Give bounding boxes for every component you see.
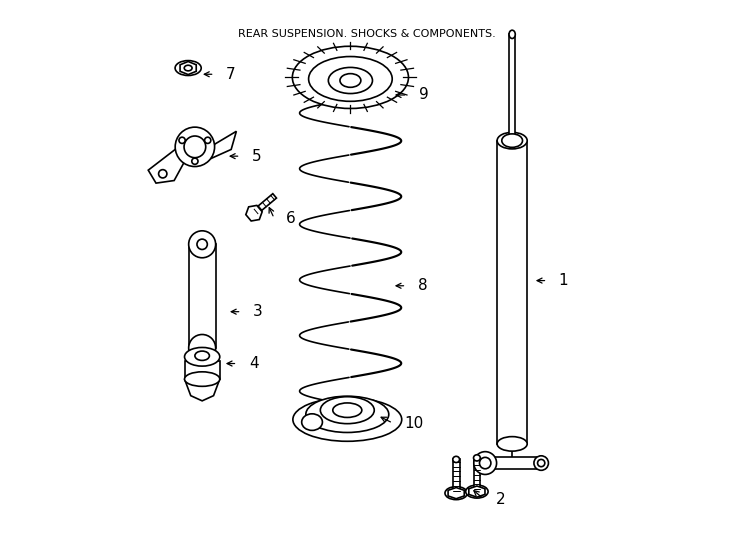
Bar — [497, 140, 527, 444]
Ellipse shape — [175, 60, 201, 76]
Circle shape — [479, 457, 491, 469]
Text: REAR SUSPENSION. SHOCKS & COMPONENTS.: REAR SUSPENSION. SHOCKS & COMPONENTS. — [238, 29, 496, 39]
Polygon shape — [469, 486, 485, 497]
Circle shape — [197, 239, 207, 249]
Ellipse shape — [189, 334, 216, 361]
Circle shape — [175, 127, 214, 166]
Text: 1: 1 — [559, 273, 568, 288]
Circle shape — [192, 158, 198, 164]
Bar — [473, 458, 480, 491]
Polygon shape — [252, 194, 277, 215]
Ellipse shape — [509, 30, 515, 38]
Circle shape — [473, 451, 497, 475]
Polygon shape — [211, 131, 236, 159]
Circle shape — [534, 456, 548, 470]
Text: 2: 2 — [495, 492, 505, 507]
Ellipse shape — [333, 403, 362, 417]
Ellipse shape — [497, 437, 527, 451]
Text: 8: 8 — [418, 278, 427, 293]
Text: 7: 7 — [226, 67, 236, 82]
Ellipse shape — [306, 396, 389, 433]
Ellipse shape — [453, 456, 459, 463]
Polygon shape — [184, 379, 219, 401]
Text: 6: 6 — [286, 211, 295, 226]
Text: 10: 10 — [404, 416, 424, 430]
Ellipse shape — [184, 65, 192, 71]
Ellipse shape — [195, 351, 209, 360]
Bar — [189, 244, 216, 348]
Ellipse shape — [184, 347, 219, 366]
Ellipse shape — [445, 487, 468, 500]
Ellipse shape — [302, 414, 322, 430]
Circle shape — [205, 137, 211, 144]
Ellipse shape — [497, 132, 527, 149]
Ellipse shape — [465, 485, 488, 498]
Polygon shape — [448, 488, 464, 499]
Bar — [184, 361, 219, 379]
Circle shape — [179, 137, 185, 144]
Ellipse shape — [189, 231, 216, 258]
Polygon shape — [148, 150, 185, 183]
Ellipse shape — [502, 134, 523, 147]
Circle shape — [159, 170, 167, 178]
Text: 9: 9 — [419, 87, 429, 103]
Ellipse shape — [328, 68, 372, 93]
Ellipse shape — [292, 46, 409, 109]
Polygon shape — [246, 205, 262, 221]
Circle shape — [537, 460, 545, 467]
Ellipse shape — [340, 73, 361, 87]
Text: 5: 5 — [252, 148, 261, 164]
Text: 3: 3 — [253, 304, 263, 319]
Ellipse shape — [473, 455, 480, 461]
Bar — [509, 35, 515, 140]
Ellipse shape — [320, 397, 374, 424]
Ellipse shape — [308, 57, 392, 102]
Ellipse shape — [293, 398, 401, 441]
Polygon shape — [485, 457, 541, 469]
Bar — [453, 460, 459, 493]
Circle shape — [184, 136, 206, 158]
Ellipse shape — [184, 372, 219, 386]
Text: 4: 4 — [249, 356, 258, 371]
Polygon shape — [180, 62, 196, 75]
